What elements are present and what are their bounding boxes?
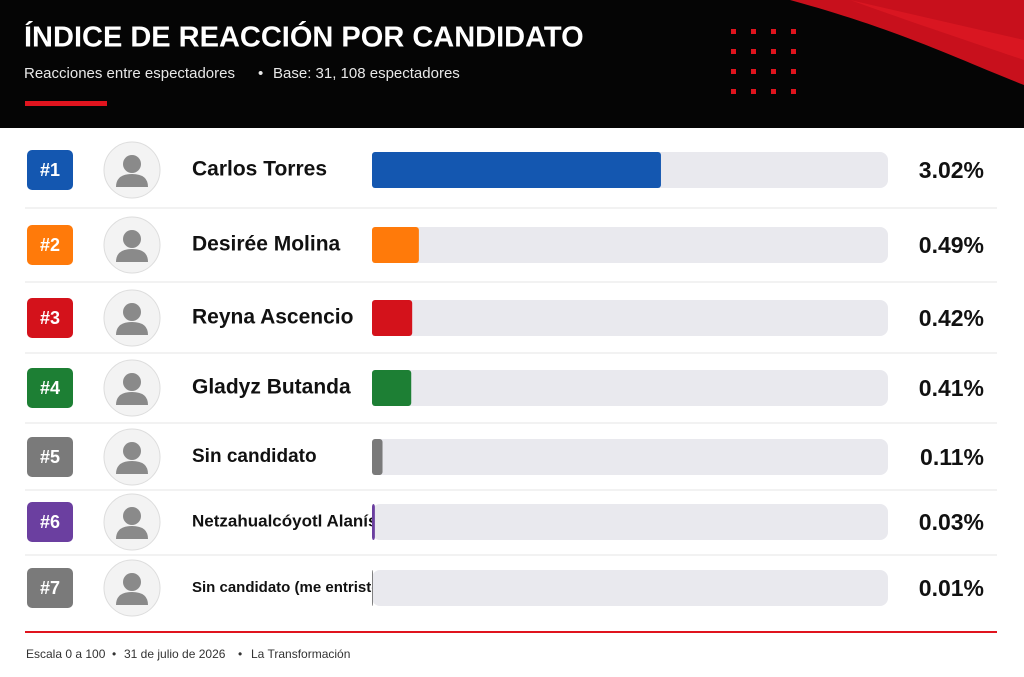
candidate-name: Sin candidato	[192, 446, 317, 467]
rank-label: #4	[40, 378, 60, 398]
dot	[791, 29, 796, 34]
candidate-name: Netzahualcóyotl Alanís	[192, 511, 377, 530]
dot	[771, 29, 776, 34]
rank-badge	[27, 225, 73, 265]
header-streak	[790, 0, 1024, 85]
bar	[372, 152, 661, 188]
header-streak	[850, 0, 1024, 60]
dot	[771, 69, 776, 74]
footer-text: La Transformación	[251, 647, 350, 661]
value-label: 0.11%	[920, 444, 984, 470]
candidate-name: Reyna Ascencio	[192, 306, 353, 329]
value-label: 0.03%	[919, 509, 984, 535]
dot	[731, 49, 736, 54]
bar-track	[372, 439, 888, 475]
dot	[791, 89, 796, 94]
rank-badge	[27, 437, 73, 477]
dot	[791, 49, 796, 54]
bar-track	[372, 570, 888, 606]
dot	[751, 29, 756, 34]
avatar-head	[123, 303, 141, 321]
avatar-body	[116, 461, 148, 474]
header-dots	[731, 29, 796, 94]
footer-text: 31 de julio de 2026	[124, 647, 226, 661]
dot	[751, 69, 756, 74]
dot	[771, 89, 776, 94]
separator: •	[258, 65, 263, 82]
bar-track	[372, 300, 888, 336]
subtitle: Base: 31, 108 espectadores	[273, 65, 460, 82]
rank-label: #2	[40, 235, 60, 255]
rank-badge	[27, 502, 73, 542]
candidate-name: Carlos Torres	[192, 158, 327, 181]
value-label: 0.01%	[919, 575, 984, 601]
value-label: 0.49%	[919, 232, 984, 258]
value-label: 0.41%	[919, 375, 984, 401]
avatar-body	[116, 174, 148, 187]
separator: •	[112, 647, 116, 661]
dot	[751, 49, 756, 54]
dot	[731, 69, 736, 74]
footer-text: Escala 0 a 100	[26, 647, 106, 661]
avatar-body	[116, 392, 148, 405]
candidate-name: Gladyz Butanda	[192, 376, 351, 399]
bar	[372, 504, 375, 540]
candidate-name: Sin candidato (me entristece)	[192, 579, 401, 596]
bar	[372, 300, 413, 336]
value-label: 3.02%	[919, 157, 984, 183]
bar	[372, 439, 383, 475]
subtitle: Reacciones entre espectadores	[24, 65, 235, 82]
value-label: 0.42%	[919, 305, 984, 331]
avatar-head	[123, 442, 141, 460]
dot	[731, 89, 736, 94]
dot	[751, 89, 756, 94]
rank-label: #6	[40, 512, 60, 532]
bar	[372, 370, 412, 406]
avatar-head	[123, 155, 141, 173]
avatar-body	[116, 249, 148, 262]
rank-label: #3	[40, 308, 60, 328]
separator: •	[238, 647, 242, 661]
title: ÍNDICE DE REACCIÓN POR CANDIDATO	[24, 20, 584, 54]
rank-badge	[27, 150, 73, 190]
bar-track	[372, 504, 888, 540]
bar-track	[372, 370, 888, 406]
avatar-head	[123, 507, 141, 525]
dot	[731, 29, 736, 34]
candidate-name: Desirée Molina	[192, 233, 341, 256]
avatar-body	[116, 322, 148, 335]
avatar-head	[123, 573, 141, 591]
rank-label: #5	[40, 447, 60, 467]
accent-bar	[25, 101, 107, 106]
rank-label: #7	[40, 578, 60, 598]
avatar-body	[116, 592, 148, 605]
avatar-body	[116, 526, 148, 539]
rank-badge	[27, 368, 73, 408]
dot	[791, 69, 796, 74]
avatar-head	[123, 230, 141, 248]
rank-badge	[27, 568, 73, 608]
dot	[771, 49, 776, 54]
bar-track	[372, 227, 888, 263]
rank-badge	[27, 298, 73, 338]
rank-label: #1	[40, 160, 60, 180]
bar	[372, 570, 373, 606]
avatar-head	[123, 373, 141, 391]
bar	[372, 227, 419, 263]
header-bg	[0, 0, 1024, 128]
